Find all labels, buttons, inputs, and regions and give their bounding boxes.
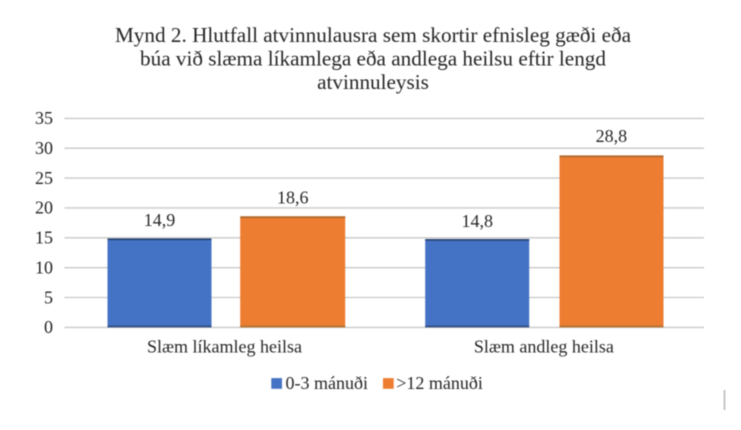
svg-text:0-3 mánuði: 0-3 mánuði	[286, 373, 369, 393]
svg-text:20: 20	[35, 198, 53, 218]
svg-text:14,9: 14,9	[144, 210, 176, 230]
svg-text:Mynd 2. Hlutfall atvinnulausra: Mynd 2. Hlutfall atvinnulausra sem skort…	[115, 23, 632, 47]
svg-text:>12 mánuði: >12 mánuði	[396, 373, 483, 393]
svg-text:búa við slæma líkamlega eða an: búa við slæma líkamlega eða andlega heil…	[140, 47, 606, 71]
svg-text:35: 35	[35, 108, 53, 128]
svg-text:atvinnuleysis: atvinnuleysis	[317, 70, 429, 94]
svg-text:Slæm líkamleg heilsa: Slæm líkamleg heilsa	[147, 337, 302, 357]
svg-text:28,8: 28,8	[596, 126, 628, 146]
svg-text:25: 25	[35, 168, 53, 188]
svg-text:5: 5	[44, 287, 53, 307]
svg-text:30: 30	[35, 138, 53, 158]
svg-text:10: 10	[35, 258, 53, 278]
svg-text:14,8: 14,8	[462, 211, 494, 231]
svg-text:18,6: 18,6	[277, 188, 309, 208]
svg-text:15: 15	[35, 228, 53, 248]
svg-text:Slæm andleg heilsa: Slæm andleg heilsa	[474, 337, 614, 357]
svg-text:0: 0	[44, 317, 53, 337]
